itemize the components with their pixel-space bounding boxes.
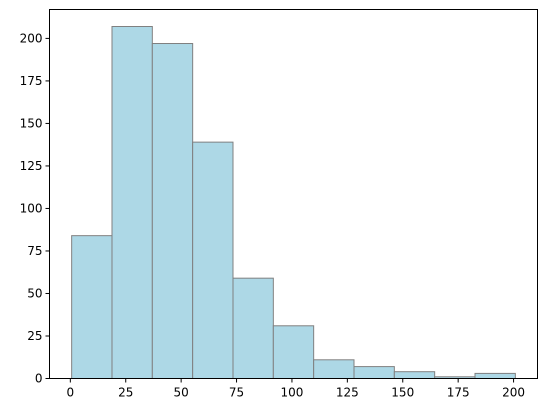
x-tick-label-8: 200	[502, 386, 525, 400]
x-tick-label-6: 150	[391, 386, 414, 400]
histogram-bar-2	[151, 43, 194, 379]
histogram-bar-10	[474, 372, 516, 380]
histogram-bar-7	[353, 366, 395, 379]
x-tick-label-3: 75	[229, 386, 244, 400]
x-tick-label-1: 25	[118, 386, 133, 400]
x-axis: 0 25 50 75 100 125 150 175 200	[67, 378, 525, 400]
y-tick-label-8: 200	[20, 31, 43, 45]
x-tick-label-4: 100	[280, 386, 303, 400]
histogram-bar-4	[232, 277, 274, 380]
bars-layer	[71, 26, 516, 380]
histogram-bar-1	[111, 26, 153, 379]
histogram-bar-5	[272, 325, 315, 379]
y-tick-label-2: 50	[27, 286, 42, 300]
x-tick-label-7: 175	[447, 386, 470, 400]
y-tick-label-1: 25	[27, 329, 42, 343]
histogram-bar-0	[71, 235, 113, 379]
y-tick-label-6: 150	[20, 116, 43, 130]
histogram-bar-8	[393, 371, 436, 379]
x-tick-label-5: 125	[336, 386, 359, 400]
y-tick-label-5: 125	[20, 159, 43, 173]
axes-frame	[49, 9, 538, 379]
y-axis: 0 25 50 75 100 125 150 175 200	[20, 31, 50, 386]
histogram-bar-6	[313, 359, 355, 379]
y-tick-label-3: 75	[27, 244, 42, 258]
y-tick-label-0: 0	[35, 372, 43, 386]
histogram-bar-3	[192, 141, 234, 379]
y-tick-label-7: 175	[20, 74, 43, 88]
x-tick-label-0: 0	[67, 386, 75, 400]
y-tick-label-4: 100	[20, 201, 43, 215]
x-tick-label-2: 50	[173, 386, 188, 400]
